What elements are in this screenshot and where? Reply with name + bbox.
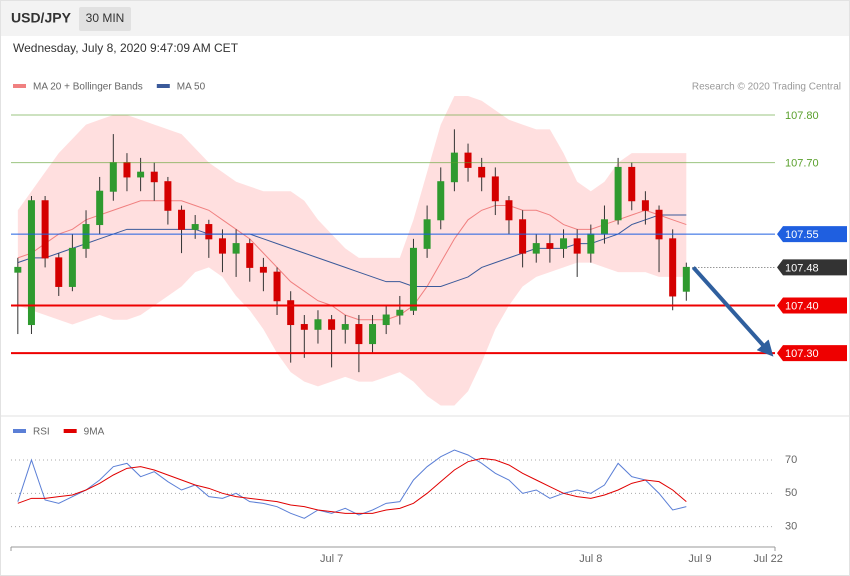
candle-body bbox=[55, 257, 63, 287]
timestamp: Wednesday, July 8, 2020 9:47:09 AM CET bbox=[13, 41, 239, 55]
candle-body bbox=[328, 319, 336, 330]
x-tick-label: Jul 22 bbox=[753, 553, 782, 565]
candle-body bbox=[464, 152, 472, 168]
candle-body bbox=[232, 243, 240, 254]
interval: 30 MIN bbox=[86, 11, 125, 25]
candle-body bbox=[382, 314, 390, 326]
candle-body bbox=[587, 233, 595, 254]
price-plot bbox=[14, 96, 690, 406]
symbol: USD/JPY bbox=[11, 10, 72, 26]
candle-body bbox=[27, 200, 35, 326]
header-bar bbox=[1, 1, 849, 36]
bollinger-band bbox=[17, 96, 687, 406]
candle-body bbox=[218, 238, 226, 254]
legend-label: RSI bbox=[33, 427, 50, 438]
x-tick-label: Jul 8 bbox=[579, 553, 602, 565]
candle-body bbox=[437, 181, 445, 221]
rsi-line bbox=[17, 457, 687, 514]
candle-body bbox=[96, 190, 104, 226]
candle-body bbox=[532, 243, 540, 254]
candle-body bbox=[314, 319, 322, 330]
candle-body bbox=[205, 224, 213, 240]
candle-body bbox=[14, 266, 22, 273]
candle-body bbox=[560, 238, 568, 249]
legend-swatch bbox=[13, 429, 26, 433]
candle-body bbox=[41, 200, 49, 259]
candle-body bbox=[450, 152, 458, 183]
level-label: 107.55 bbox=[785, 229, 819, 241]
x-tick-label: Jul 7 bbox=[320, 553, 343, 565]
forecast-arrow bbox=[691, 266, 774, 357]
credit: Research © 2020 Trading Central bbox=[692, 82, 841, 93]
candle-body bbox=[628, 166, 636, 202]
candle-body bbox=[641, 200, 649, 211]
candle-body bbox=[178, 209, 186, 230]
candle-body bbox=[287, 300, 295, 326]
x-tick-label: Jul 9 bbox=[688, 553, 711, 565]
candle-body bbox=[396, 309, 404, 316]
candle-body bbox=[68, 247, 76, 287]
candle-body bbox=[655, 209, 663, 240]
level-label: 107.70 bbox=[785, 158, 819, 170]
candle-body bbox=[300, 324, 308, 330]
candle-body bbox=[191, 224, 199, 230]
level-box bbox=[777, 226, 847, 243]
candle-body bbox=[682, 266, 690, 292]
candle-body bbox=[519, 219, 527, 254]
candle-body bbox=[478, 166, 486, 178]
candle-body bbox=[600, 219, 608, 235]
candle-body bbox=[137, 171, 145, 178]
rsi-line bbox=[17, 449, 687, 519]
level-label: 107.30 bbox=[785, 348, 819, 360]
y-tick-label: 30 bbox=[785, 521, 797, 533]
legend-swatch bbox=[63, 429, 77, 433]
candle-body bbox=[573, 238, 581, 254]
moving-average bbox=[17, 200, 687, 321]
candle-body bbox=[123, 162, 131, 178]
y-tick-label: 70 bbox=[785, 454, 797, 466]
candle-body bbox=[164, 181, 172, 211]
legend-swatch bbox=[156, 84, 170, 88]
legend-label: MA 50 bbox=[177, 82, 206, 93]
candle-body bbox=[409, 247, 417, 311]
candle-body bbox=[505, 200, 513, 221]
level-label: 107.80 bbox=[785, 110, 819, 122]
candle-body bbox=[109, 162, 117, 192]
level-label: 107.40 bbox=[785, 300, 819, 312]
legend-label: 9MA bbox=[84, 427, 105, 438]
level-box bbox=[777, 345, 847, 362]
candle-body bbox=[259, 266, 267, 273]
candle-body bbox=[341, 324, 349, 330]
candle-body bbox=[246, 243, 254, 268]
candle-body bbox=[491, 176, 499, 202]
candle-body bbox=[82, 224, 90, 249]
interval-badge[interactable] bbox=[79, 7, 131, 31]
candle-body bbox=[669, 238, 677, 297]
candle-body bbox=[355, 324, 363, 345]
candle-body bbox=[150, 171, 158, 183]
candle-body bbox=[273, 271, 281, 302]
legend-swatch bbox=[13, 84, 26, 88]
y-tick-label: 50 bbox=[785, 487, 797, 499]
candle-body bbox=[614, 166, 622, 221]
candle-body bbox=[546, 243, 554, 249]
level-box bbox=[777, 297, 847, 314]
candle-body bbox=[369, 324, 377, 345]
level-label: 107.48 bbox=[785, 262, 819, 274]
level-box bbox=[777, 259, 847, 276]
legend-label: MA 20 + Bollinger Bands bbox=[33, 82, 143, 93]
